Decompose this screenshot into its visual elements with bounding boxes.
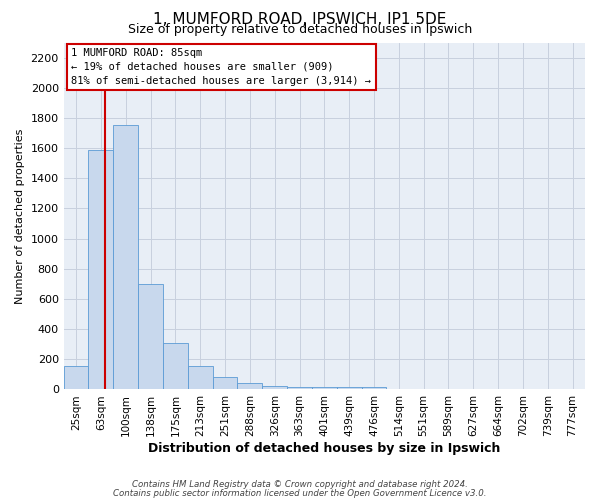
Bar (212, 378, 238, 390)
Bar (138, 284, 163, 390)
Bar (287, 387, 312, 390)
Bar (262, 386, 287, 390)
Text: 1, MUMFORD ROAD, IPSWICH, IP1 5DE: 1, MUMFORD ROAD, IPSWICH, IP1 5DE (154, 12, 446, 28)
Text: Contains public sector information licensed under the Open Government Licence v3: Contains public sector information licen… (113, 488, 487, 498)
Y-axis label: Number of detached properties: Number of detached properties (15, 128, 25, 304)
X-axis label: Distribution of detached houses by size in Ipswich: Distribution of detached houses by size … (148, 442, 500, 455)
Bar (163, 342, 188, 390)
Bar (337, 387, 362, 390)
Text: 1 MUMFORD ROAD: 85sqm
← 19% of detached houses are smaller (909)
81% of semi-det: 1 MUMFORD ROAD: 85sqm ← 19% of detached … (71, 48, 371, 86)
Text: Contains HM Land Registry data © Crown copyright and database right 2024.: Contains HM Land Registry data © Crown c… (132, 480, 468, 489)
Bar (312, 387, 337, 390)
Bar (238, 384, 262, 390)
Bar (88, 150, 113, 390)
Text: Size of property relative to detached houses in Ipswich: Size of property relative to detached ho… (128, 24, 472, 36)
Bar (188, 366, 212, 390)
Bar (362, 387, 386, 390)
Bar (113, 126, 138, 390)
Bar (64, 366, 88, 390)
